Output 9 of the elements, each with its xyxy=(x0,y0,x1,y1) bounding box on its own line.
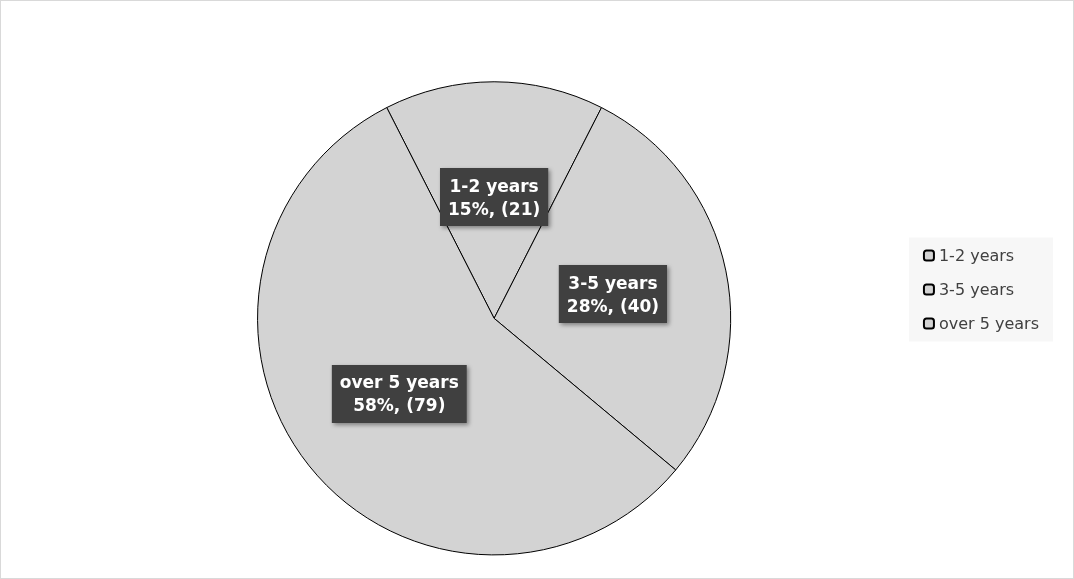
legend-label: over 5 years xyxy=(938,314,1039,333)
data-label: 58%, (79) xyxy=(353,395,446,416)
slice-label: 1-2 years xyxy=(449,175,539,196)
slice-label: over 5 years xyxy=(339,372,459,393)
legend-label: 1-2 years xyxy=(938,246,1015,265)
legend-label: 3-5 years xyxy=(938,280,1015,299)
slice-label: 3-5 years xyxy=(568,272,658,293)
data-label: 15%, (21) xyxy=(447,198,541,219)
data-label: 28%, (40) xyxy=(566,295,660,316)
